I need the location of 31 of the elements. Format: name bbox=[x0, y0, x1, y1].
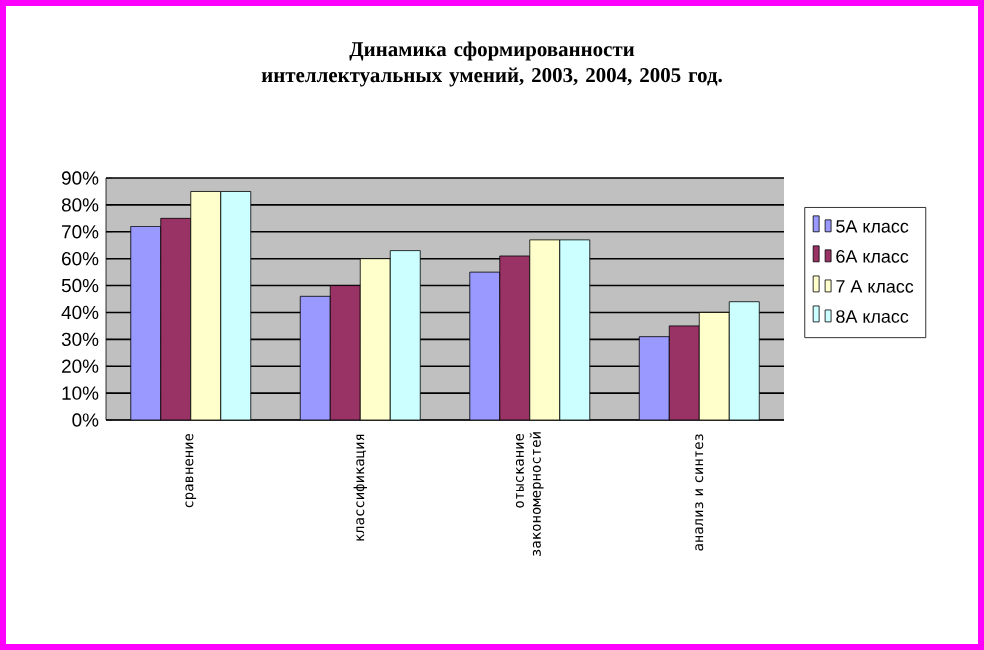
bar bbox=[220, 191, 251, 420]
bar bbox=[638, 336, 670, 420]
y-tick-label: 40% bbox=[61, 305, 99, 320]
bar bbox=[130, 226, 161, 420]
y-tick-label: 10% bbox=[62, 386, 99, 400]
y-tick-label: 80% bbox=[61, 198, 99, 212]
bar bbox=[469, 272, 500, 420]
y-tick-label: 70% bbox=[62, 225, 99, 239]
bar bbox=[160, 218, 191, 420]
y-tick-label: 30% bbox=[61, 332, 99, 347]
legend-label: 8А класс bbox=[836, 310, 909, 323]
chart-title: Динамика сформированности интеллектуальных умений, 2003, 2004, 2005 год. bbox=[261, 41, 722, 87]
bar bbox=[668, 325, 700, 420]
bar bbox=[190, 191, 221, 420]
bar bbox=[360, 258, 391, 420]
bar bbox=[728, 301, 760, 420]
bar bbox=[529, 239, 560, 420]
legend-label: 7 А класс bbox=[836, 280, 914, 293]
y-tick-label: 20% bbox=[62, 359, 99, 373]
y-tick-label: 0% bbox=[72, 413, 99, 427]
bar bbox=[300, 296, 331, 420]
legend-label: 5А класс bbox=[836, 220, 909, 233]
bar bbox=[330, 285, 361, 420]
y-tick-label: 60% bbox=[62, 251, 99, 266]
bar bbox=[698, 312, 730, 420]
bar bbox=[559, 239, 590, 420]
y-tick-label: 90% bbox=[61, 171, 99, 185]
bar bbox=[499, 255, 530, 420]
legend-label: 6А класс bbox=[836, 250, 909, 263]
bar bbox=[390, 250, 421, 420]
y-tick-label: 50% bbox=[61, 278, 99, 293]
